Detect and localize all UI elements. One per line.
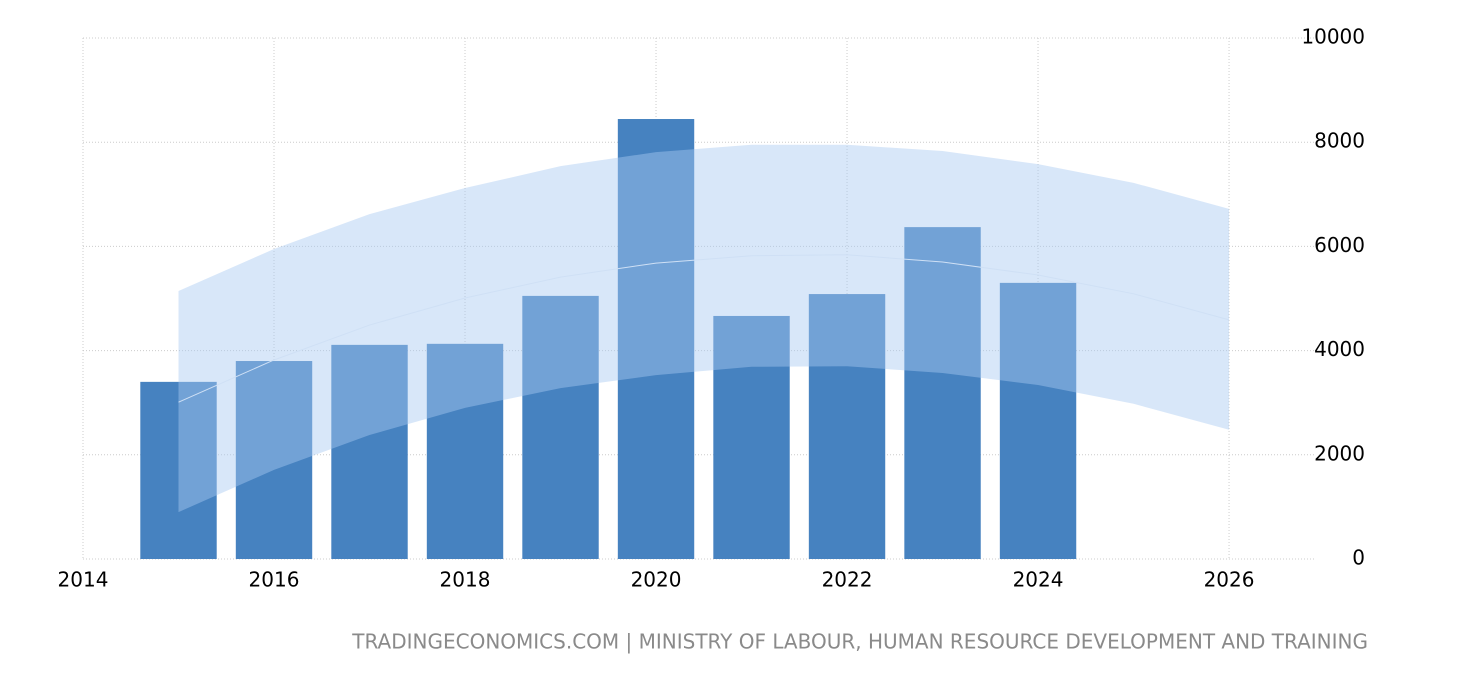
x-tick-label: 2014 bbox=[58, 568, 109, 592]
bar bbox=[235, 361, 313, 559]
x-tick-label: 2024 bbox=[1013, 568, 1064, 592]
x-tick-label: 2016 bbox=[249, 568, 300, 592]
bar bbox=[904, 227, 981, 560]
forecast-line bbox=[178, 254, 1230, 403]
bar bbox=[713, 315, 790, 559]
bar bbox=[808, 294, 886, 559]
y-tick-label: 4000 bbox=[1314, 337, 1365, 361]
y-tick-label: 8000 bbox=[1314, 129, 1365, 153]
source: TRADINGECONOMICS.COM | MINISTRY OF LABOU… bbox=[351, 630, 1368, 654]
y-tick-label: 10000 bbox=[1301, 25, 1365, 49]
forecast-band bbox=[178, 144, 1230, 513]
x-tick-label: 2026 bbox=[1204, 568, 1255, 592]
bar bbox=[331, 344, 408, 559]
bar bbox=[426, 343, 504, 559]
bar bbox=[140, 381, 217, 559]
y-tick-label: 0 bbox=[1352, 546, 1365, 570]
x-tick-label: 2018 bbox=[440, 568, 491, 592]
bar bbox=[522, 295, 599, 559]
y-tick-label: 2000 bbox=[1314, 441, 1365, 465]
bar bbox=[999, 282, 1077, 559]
x-tick-label: 2022 bbox=[822, 568, 873, 592]
bar bbox=[617, 119, 695, 559]
x-tick-label: 2020 bbox=[631, 568, 682, 592]
y-tick-label: 6000 bbox=[1314, 233, 1365, 257]
